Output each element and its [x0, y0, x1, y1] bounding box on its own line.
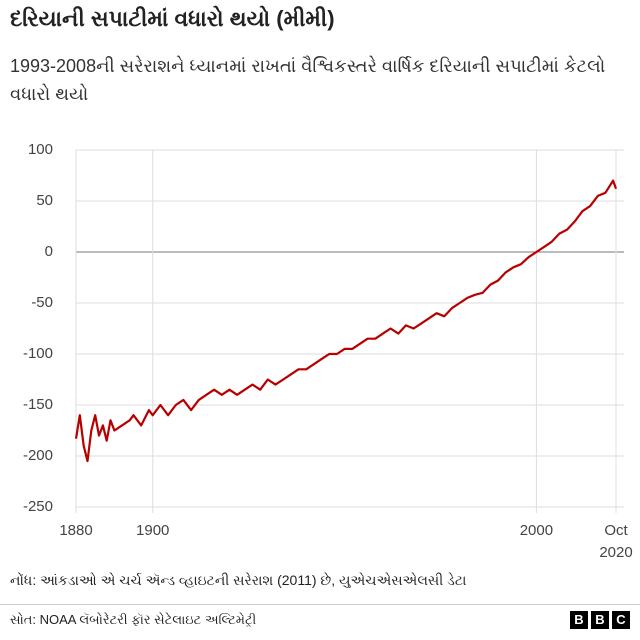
y-tick-label: -100 [23, 345, 53, 362]
subtitle: 1993-2008ની સરેરાશને ધ્યાનમાં રાખતાં વૈશ… [10, 56, 606, 104]
logo-letter: B [591, 611, 609, 629]
logo-letter: B [570, 611, 588, 629]
y-tick-label: -200 [23, 447, 53, 464]
logo-letter: C [612, 611, 630, 629]
y-tick-label: -50 [31, 294, 53, 311]
source: સોત: NOAA લૅબોરેટરી ફૉર સેટેલાઇટ અલ્ટિમે… [10, 612, 257, 627]
x-tick-label: 1900 [136, 522, 170, 539]
y-tick-label: -150 [23, 396, 53, 413]
divider [0, 604, 640, 605]
note: નોંધ: આંકડાઓ એ ચર્ચ ઍન્ડ વ્હાઇટની સરેરાશ… [10, 572, 467, 588]
y-tick-label: 100 [28, 141, 53, 158]
y-tick-label: 50 [36, 192, 53, 209]
y-tick-label: -250 [23, 498, 53, 515]
title: દરિયાની સપાટીમાં વધારો થયો (મીમી) [10, 6, 335, 31]
x-tick-label: 1880 [59, 522, 93, 539]
y-tick-label: 0 [45, 243, 53, 260]
data-line [74, 179, 618, 463]
x-tick-label: Oct 2020 [599, 522, 633, 561]
x-tick-label: 2000 [519, 522, 554, 539]
logo: B B C [570, 611, 630, 629]
